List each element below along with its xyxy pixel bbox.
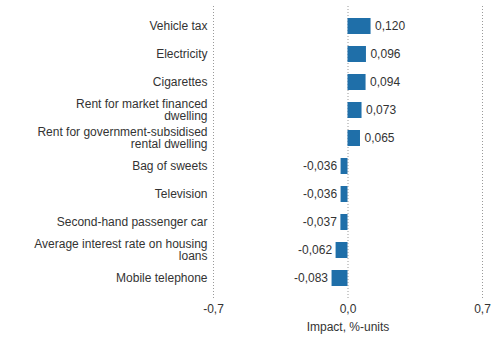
svg-text:0,7: 0,7: [474, 302, 491, 316]
svg-text:0,065: 0,065: [364, 131, 394, 145]
svg-text:-0,062: -0,062: [298, 243, 332, 257]
svg-text:Television: Television: [155, 187, 208, 201]
svg-text:0,096: 0,096: [370, 47, 400, 61]
svg-text:Impact, %-units: Impact, %-units: [307, 320, 390, 334]
svg-text:0,0: 0,0: [340, 302, 357, 316]
svg-text:-0,7: -0,7: [203, 302, 224, 316]
svg-text:-0,037: -0,037: [303, 215, 337, 229]
svg-text:Vehicle tax: Vehicle tax: [149, 19, 207, 33]
svg-text:Average interest rate on housi: Average interest rate on housingloans: [34, 237, 207, 263]
svg-text:Rent for government-subsidised: Rent for government-subsidisedrental dwe…: [37, 125, 207, 151]
svg-text:Electricity: Electricity: [156, 47, 207, 61]
svg-text:Bag of sweets: Bag of sweets: [132, 159, 207, 173]
svg-text:Mobile telephone: Mobile telephone: [116, 271, 208, 285]
svg-text:0,094: 0,094: [370, 75, 400, 89]
svg-text:0,120: 0,120: [375, 19, 405, 33]
svg-text:Cigarettes: Cigarettes: [153, 75, 208, 89]
svg-text:-0,083: -0,083: [294, 271, 328, 285]
svg-text:Second-hand passenger car: Second-hand passenger car: [57, 215, 208, 229]
svg-text:-0,036: -0,036: [303, 159, 337, 173]
svg-text:Rent for market financeddwelli: Rent for market financeddwelling: [76, 97, 207, 123]
svg-text:0,073: 0,073: [366, 103, 396, 117]
svg-text:-0,036: -0,036: [303, 187, 337, 201]
